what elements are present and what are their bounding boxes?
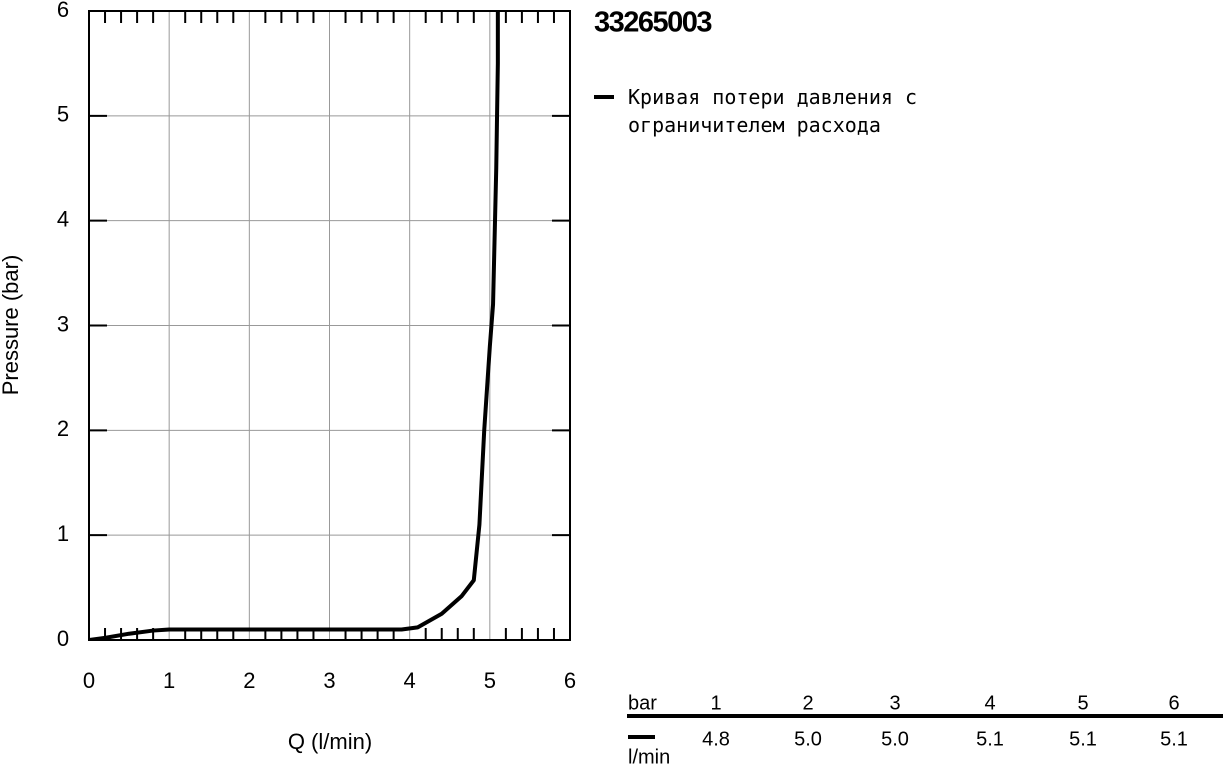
x-axis-label: Q (l/min): [288, 729, 372, 754]
table-header: 1: [710, 692, 721, 714]
y-tick-label: 3: [57, 311, 69, 336]
legend-label: Кривая потери давления с ограничителем р…: [628, 85, 917, 137]
legend-swatch: [594, 95, 614, 99]
y-tick-label: 5: [57, 102, 69, 127]
table-header: bar: [628, 692, 657, 714]
plot-frame: [88, 10, 571, 641]
y-tick-label: 0: [57, 626, 69, 651]
x-tick-label: 5: [484, 668, 496, 693]
x-tick-label: 2: [243, 668, 255, 693]
legend: Кривая потери давления с ограничителем р…: [594, 83, 994, 139]
y-tick-label: 1: [57, 521, 69, 546]
table-cell: 4.8: [702, 728, 730, 750]
table-cell: 5.1: [1160, 728, 1188, 750]
table-cell: 5.0: [794, 728, 822, 750]
table-cell: 5.1: [976, 728, 1004, 750]
table-header: 6: [1168, 692, 1179, 714]
table-header: 4: [984, 692, 995, 714]
table-header: 5: [1077, 692, 1088, 714]
table-header: 2: [802, 692, 813, 714]
y-tick-label: 4: [57, 206, 69, 231]
y-tick-label: 2: [57, 416, 69, 441]
x-tick-label: 0: [83, 668, 95, 693]
x-tick-label: 4: [404, 668, 416, 693]
x-tick-label: 3: [323, 668, 335, 693]
y-tick-label: 6: [57, 0, 69, 22]
table-row-label: l/min: [628, 746, 670, 767]
x-tick-label: 1: [163, 668, 175, 693]
data-line: [89, 11, 500, 640]
table-cell: 5.0: [881, 728, 909, 750]
table-cell: 5.1: [1069, 728, 1097, 750]
table-header: 3: [889, 692, 900, 714]
chart-title: 33265003: [594, 7, 712, 39]
y-axis-label: Pressure (bar): [0, 255, 23, 396]
x-tick-label: 6: [564, 668, 576, 693]
